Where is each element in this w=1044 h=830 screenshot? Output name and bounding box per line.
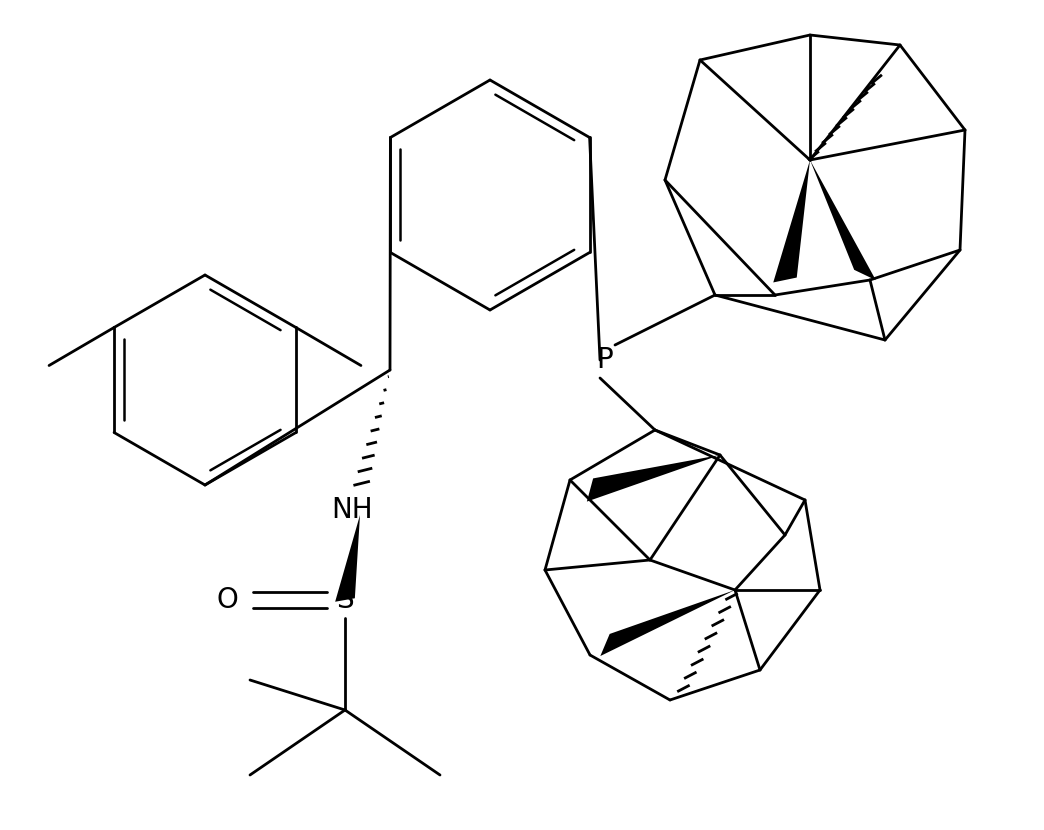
Text: P: P	[596, 346, 614, 374]
Text: O: O	[216, 586, 238, 614]
Text: S: S	[336, 586, 354, 614]
Polygon shape	[335, 515, 360, 602]
Polygon shape	[810, 160, 876, 281]
Polygon shape	[774, 160, 810, 282]
Polygon shape	[587, 455, 720, 501]
Polygon shape	[600, 590, 735, 656]
Text: NH: NH	[331, 496, 373, 524]
